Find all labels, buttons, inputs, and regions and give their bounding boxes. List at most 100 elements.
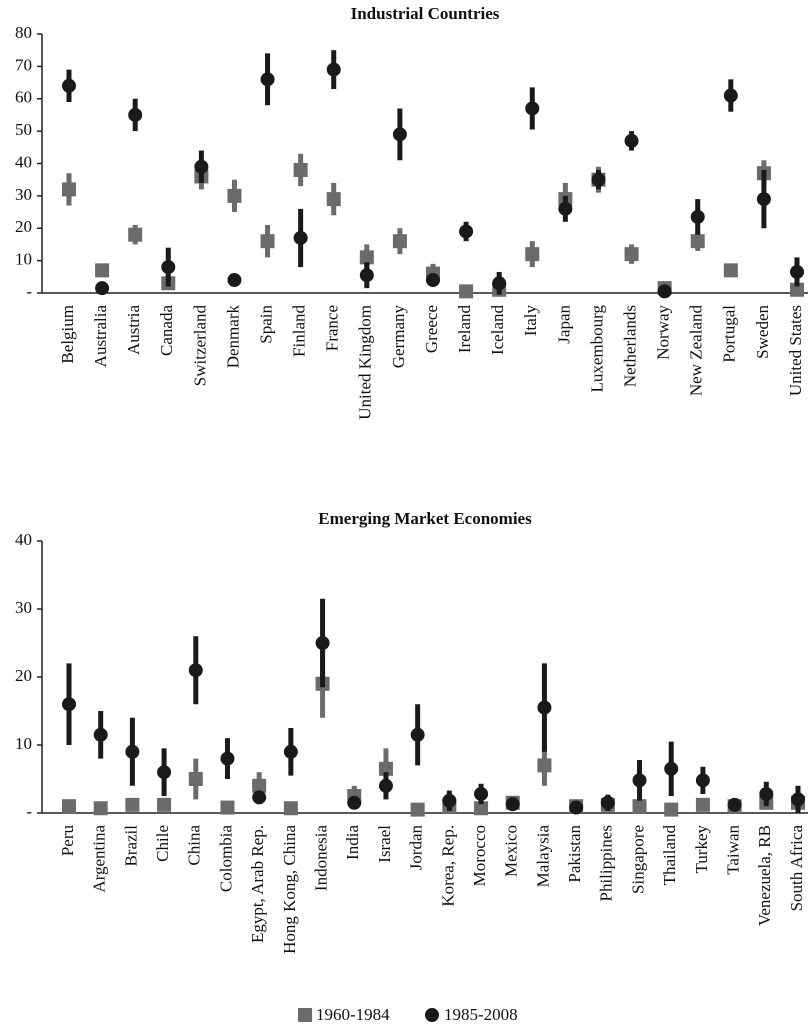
y-tick-label: 20 xyxy=(15,217,32,236)
x-tick-label: United States xyxy=(786,305,805,396)
y-tick-label: - xyxy=(26,802,32,821)
marker-circle xyxy=(632,773,647,788)
x-tick-label: Egypt, Arab Rep. xyxy=(248,825,267,943)
marker-circle xyxy=(459,224,474,239)
marker-square xyxy=(128,227,143,242)
marker-circle xyxy=(690,209,705,224)
marker-circle xyxy=(525,101,540,116)
marker-square xyxy=(410,802,425,817)
y-tick-label: 60 xyxy=(15,88,32,107)
marker-circle xyxy=(442,793,457,808)
marker-square xyxy=(125,797,140,812)
x-tick-label: Italy xyxy=(521,305,540,337)
legend-marker xyxy=(298,1008,312,1022)
chart-title: Emerging Market Economies xyxy=(318,509,532,528)
y-tick-label: - xyxy=(26,282,32,301)
marker-circle xyxy=(62,697,76,712)
marker-circle xyxy=(600,795,615,810)
marker-circle xyxy=(378,778,393,793)
marker-square xyxy=(790,282,804,297)
x-tick-label: Turkey xyxy=(692,825,711,874)
x-tick-label: Venezuela, RB xyxy=(755,825,774,926)
marker-square xyxy=(525,247,540,262)
x-tick-label: Finland xyxy=(290,305,309,357)
marker-circle xyxy=(410,727,425,742)
marker-circle xyxy=(315,636,330,650)
marker-square xyxy=(624,247,639,262)
x-tick-label: Sweden xyxy=(753,305,772,359)
marker-circle xyxy=(756,192,771,207)
legend-label: 1960-1984 xyxy=(316,1005,390,1024)
y-tick-label: 80 xyxy=(15,23,32,42)
marker-circle xyxy=(252,790,267,805)
x-tick-label: Korea, Rep. xyxy=(438,825,457,907)
x-tick-label: Portugal xyxy=(720,305,739,363)
marker-circle xyxy=(161,260,176,275)
marker-circle xyxy=(591,172,606,187)
x-tick-label: Morocco xyxy=(470,825,489,886)
marker-circle xyxy=(260,72,275,87)
marker-square xyxy=(537,758,552,773)
x-tick-label: Norway xyxy=(654,305,673,360)
y-tick-label: 30 xyxy=(15,185,32,204)
x-tick-label: Greece xyxy=(422,305,441,353)
x-tick-label: Japan xyxy=(554,305,573,344)
marker-circle xyxy=(505,797,520,812)
marker-square xyxy=(459,284,474,299)
x-tick-label: Israel xyxy=(375,825,394,863)
marker-square xyxy=(293,162,308,177)
y-tick-label: 40 xyxy=(15,152,32,171)
marker-circle xyxy=(293,230,308,245)
x-tick-label: Canada xyxy=(157,305,176,356)
marker-square xyxy=(695,797,710,812)
marker-square xyxy=(632,799,647,814)
marker-circle xyxy=(283,744,298,759)
x-tick-label: India xyxy=(343,825,362,860)
x-tick-label: Argentina xyxy=(90,825,109,893)
marker-circle xyxy=(326,62,341,77)
marker-circle xyxy=(426,273,440,288)
marker-circle xyxy=(359,268,374,283)
marker-square xyxy=(220,800,235,815)
marker-circle xyxy=(695,773,710,788)
marker-circle xyxy=(790,264,804,279)
marker-square xyxy=(252,778,267,793)
x-tick-label: China xyxy=(185,825,204,866)
marker-circle xyxy=(392,127,407,142)
marker-square xyxy=(62,799,76,814)
x-tick-label: Pakistan xyxy=(565,825,584,883)
marker-circle xyxy=(624,133,639,148)
marker-circle xyxy=(474,786,489,801)
y-tick-label: 10 xyxy=(15,250,32,269)
marker-square xyxy=(157,797,172,812)
marker-square xyxy=(188,772,203,786)
marker-square xyxy=(664,802,679,817)
y-tick-label: 20 xyxy=(15,666,32,685)
x-tick-label: Germany xyxy=(389,305,408,369)
marker-circle xyxy=(569,800,584,815)
x-tick-label: Austria xyxy=(124,305,143,356)
marker-circle xyxy=(194,159,209,174)
x-tick-label: Belgium xyxy=(58,305,77,364)
x-tick-label: Luxembourg xyxy=(587,305,606,393)
marker-circle xyxy=(791,792,805,807)
x-tick-label: Philippines xyxy=(597,825,616,902)
marker-square xyxy=(283,801,298,816)
x-tick-label: Ireland xyxy=(455,305,474,354)
x-tick-label: Iceland xyxy=(488,305,507,356)
marker-circle xyxy=(188,663,203,678)
x-tick-label: New Zealand xyxy=(687,305,706,397)
marker-square xyxy=(392,234,407,249)
marker-square xyxy=(378,761,393,776)
x-tick-label: Denmark xyxy=(223,305,242,369)
y-tick-label: 40 xyxy=(15,530,32,549)
x-tick-label: Malaysia xyxy=(533,825,552,888)
marker-square xyxy=(227,188,242,203)
marker-circle xyxy=(657,284,672,299)
y-tick-label: 50 xyxy=(15,120,32,139)
y-tick-label: 10 xyxy=(15,734,32,753)
x-tick-label: Chile xyxy=(153,825,172,862)
marker-circle xyxy=(723,88,738,103)
x-tick-label: Switzerland xyxy=(190,305,209,387)
